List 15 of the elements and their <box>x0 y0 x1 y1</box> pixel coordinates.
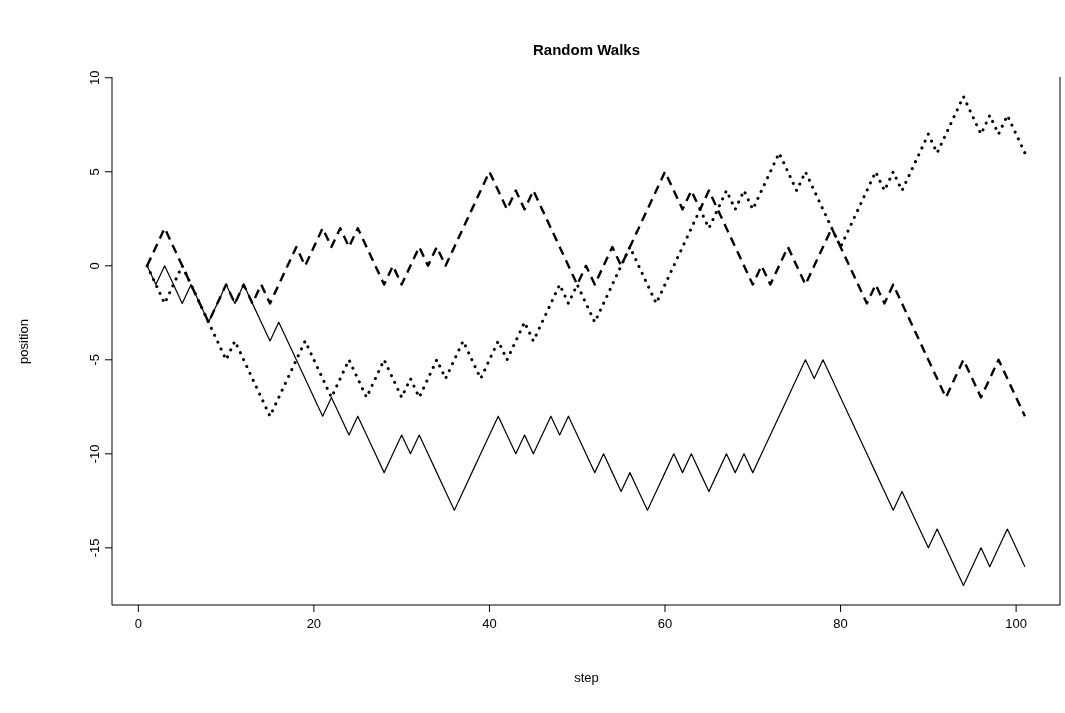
y-tick-label: -5 <box>87 354 102 366</box>
y-tick-label: -15 <box>87 538 102 558</box>
x-tick-label: 80 <box>833 616 848 631</box>
x-tick-label: 20 <box>306 616 322 631</box>
x-tick-label: 0 <box>134 616 142 631</box>
y-tick-label: 0 <box>87 262 102 270</box>
x-tick-label: 40 <box>482 616 497 631</box>
x-axis-title: step <box>573 670 600 685</box>
y-axis-title: position <box>15 319 31 364</box>
y-tick-label: 10 <box>87 70 102 85</box>
chart-title: Random Walks <box>532 41 641 58</box>
y-tick-label: 5 <box>87 168 102 176</box>
x-tick-label: 100 <box>1005 616 1027 631</box>
x-tick-label: 60 <box>657 616 673 631</box>
y-tick-label: -10 <box>87 444 102 464</box>
